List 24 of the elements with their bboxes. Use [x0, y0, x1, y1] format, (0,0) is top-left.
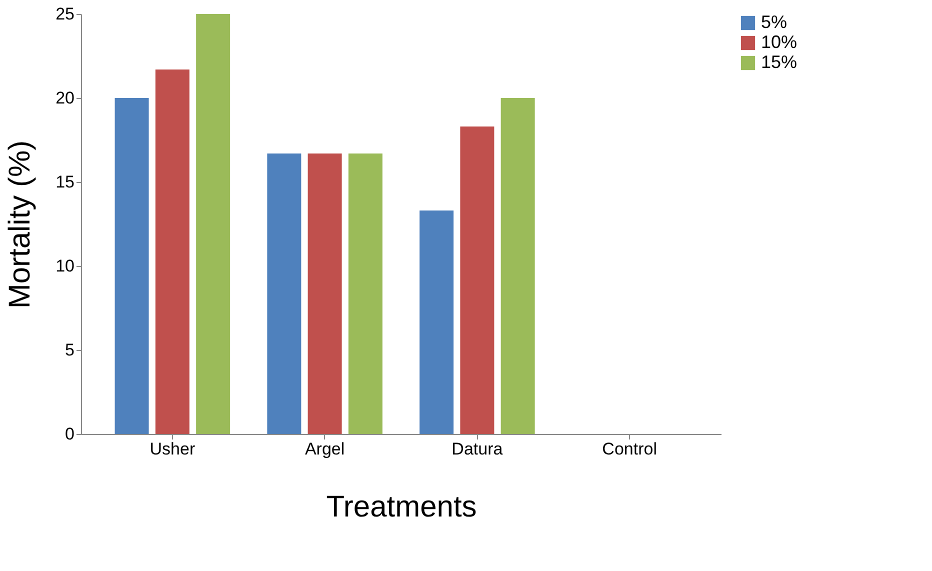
bar	[348, 153, 382, 434]
y-tick-label: 15	[56, 172, 74, 192]
bar	[500, 98, 535, 434]
legend-label: 5%	[761, 12, 788, 32]
y-tick-label: 5	[65, 340, 74, 360]
bar	[308, 153, 342, 434]
legend-label: 10%	[761, 32, 798, 52]
x-axis-title: Treatments	[326, 490, 477, 524]
bar	[267, 153, 302, 434]
y-axis-title: Mortality (%)	[4, 140, 37, 309]
bar	[155, 69, 190, 434]
x-tick-label: Argel	[304, 440, 345, 458]
bar	[114, 98, 149, 434]
bar	[420, 210, 454, 434]
y-tick-label: 0	[65, 424, 74, 444]
legend-label: 15%	[761, 52, 798, 72]
x-tick-label: Control	[602, 440, 657, 458]
y-tick-label: 25	[56, 4, 74, 24]
y-tick-label: 10	[56, 256, 74, 276]
x-tick-label: Usher	[150, 440, 196, 458]
x-tick-label: Datura	[452, 440, 504, 458]
bar	[460, 126, 494, 434]
bar	[196, 14, 230, 434]
y-tick-label: 20	[56, 88, 74, 108]
